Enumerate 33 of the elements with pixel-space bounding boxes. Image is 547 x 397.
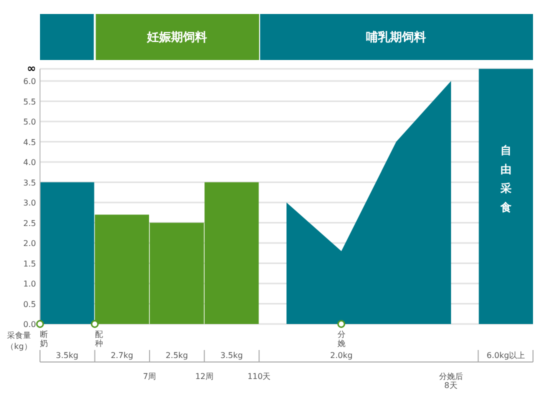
y-tick-label: 0.5	[23, 300, 36, 309]
y-tick-label: ∞	[26, 62, 36, 75]
text: 断奶	[40, 330, 48, 348]
y-tick-label: 3.5	[23, 178, 36, 188]
text: 12周	[195, 372, 214, 381]
x-tick-label: 2.0kg	[330, 351, 353, 360]
y-tick-label: 0.0	[23, 320, 36, 329]
x-tick-label: 2.5kg	[166, 351, 188, 360]
bar	[478, 68, 533, 324]
y-tick-label: 5.5	[23, 97, 36, 106]
x-tick-label: 6.0kg以上	[486, 351, 526, 360]
y-tick-label: 1.0	[23, 280, 36, 288]
bar	[40, 182, 94, 324]
text: 妊娠期饲料	[146, 30, 207, 44]
text: 110天	[247, 372, 271, 381]
annotation: 自由采食	[499, 144, 512, 214]
y-tick-label: 3.0	[23, 198, 36, 208]
y-tick-label: 2.5	[23, 218, 36, 228]
y-tick-label: 2.0	[23, 239, 36, 248]
y-tick-label: 6.0	[23, 77, 36, 86]
text: 7周	[143, 372, 156, 381]
y-tick-label: 1.5	[23, 259, 36, 268]
x-tick-label: 3.5kg	[56, 351, 78, 360]
y-tick-label: 5.0	[23, 118, 36, 126]
text: 哺乳期饲料	[366, 30, 426, 44]
y-tick-label: 4.0	[23, 158, 36, 167]
text: 配种	[94, 330, 103, 348]
x-tick-label: 2.7kg	[110, 351, 134, 360]
text: 分娩后8天	[438, 372, 463, 390]
y-tick-label: 4.5	[23, 138, 36, 147]
y-axis-title: 采食量（kg）	[6, 331, 32, 351]
x-tick-label: 3.5kg	[220, 351, 243, 360]
text: 分娩	[337, 330, 346, 348]
